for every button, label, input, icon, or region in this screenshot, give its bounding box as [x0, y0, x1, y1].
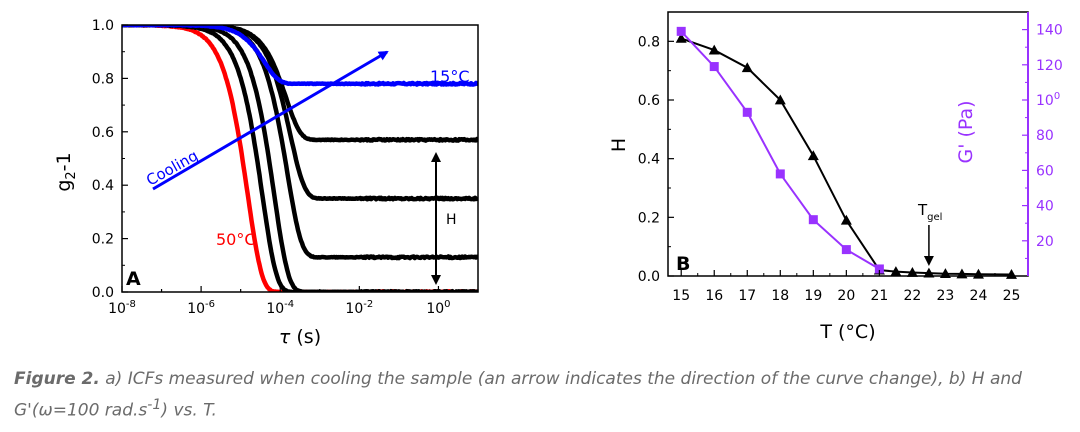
h-point	[840, 214, 852, 225]
b-xtick-label: 17	[738, 288, 756, 304]
a-ytick-label: 0.4	[92, 178, 114, 194]
b-ytick-right-label: 140	[1036, 23, 1063, 39]
b-ytick-right-label: 100	[1036, 91, 1060, 109]
b-ytick-label: 0.4	[638, 152, 660, 168]
h-point	[741, 62, 753, 73]
a-xtick-label: 10-6	[187, 299, 215, 317]
gprime-point	[841, 245, 851, 255]
b-xtick-label: 15	[672, 288, 690, 304]
label-15c: 15°C	[430, 67, 470, 86]
b-xtick-label: 19	[804, 288, 822, 304]
b-ytick-label: 0.0	[638, 269, 660, 285]
b-xtick-label: 18	[771, 288, 789, 304]
b-ytick-label: 0.8	[638, 34, 660, 50]
panel-a-ylabel: g2-1	[53, 152, 79, 191]
gprime-point	[775, 169, 785, 179]
figure: 0.0 0.2 0.4 0.6 0.8 1.0 10-8 10-6 10-4 10-2 100 Co…	[53, 11, 1063, 348]
b-xtick-label: 16	[705, 288, 723, 304]
cooling-label: Cooling	[143, 147, 201, 190]
h-point	[675, 32, 687, 43]
a-xtick-label: 10-4	[266, 299, 294, 317]
b-ytick-right-label: 40	[1036, 199, 1054, 215]
panel-b-letter: B	[676, 253, 690, 275]
h-point	[708, 44, 720, 55]
b-ytick-right-label: 80	[1036, 128, 1054, 144]
panel-b-series	[675, 26, 1017, 279]
h-label: H	[446, 212, 457, 228]
b-xtick-label: 25	[1003, 288, 1021, 304]
h-point	[923, 267, 935, 278]
gprime-point	[808, 215, 818, 225]
b-ytick-right-label: 120	[1036, 58, 1063, 74]
label-50c: 50°C	[216, 230, 256, 249]
b-xtick-label: 24	[970, 288, 988, 304]
caption-text-b1: G'(ω=100 rad.s	[14, 400, 148, 421]
b-ytick-label: 0.2	[638, 210, 660, 226]
gprime-point	[709, 62, 719, 72]
caption-text-b2: ) vs. T.	[161, 400, 217, 421]
caption-label: Figure 2.	[14, 369, 100, 389]
b-xtick-label: 20	[837, 288, 855, 304]
panel-b-ylabel-right: G' (Pa)	[955, 100, 977, 163]
tgel-label: Tgel	[917, 201, 942, 223]
panel-a-ticks: 0.0 0.2 0.4 0.6 0.8 1.0 10-8 10-6 10-4 10-2 100	[92, 18, 479, 317]
b-xtick-label: 22	[903, 288, 921, 304]
caption-text-b-sup: -1	[147, 397, 162, 413]
panel-b-xlabel: T (°C)	[819, 321, 875, 343]
curve-4	[122, 25, 478, 261]
a-xtick-label: 10-2	[345, 299, 373, 317]
a-ytick-label: 0.2	[92, 232, 114, 248]
h-point	[774, 94, 786, 105]
a-xtick-label: 100	[426, 299, 450, 317]
caption-text-a: a) ICFs measured when cooling the sample…	[99, 369, 1022, 389]
gprime-point	[676, 26, 686, 36]
b-ytick-right-label: 20	[1036, 234, 1054, 250]
a-ytick-label: 1.0	[92, 18, 114, 34]
curve-7	[122, 25, 478, 87]
a-ytick-label: 0.8	[92, 71, 114, 87]
panel-b-ticks: 15 16 17 18 19 20 21 22 23 24 25 0.0 0.2 0.4 0.6 0.8 20 4…	[638, 11, 1063, 304]
h-point	[807, 150, 819, 161]
panel-a-xlabel: τ (s)	[279, 326, 321, 348]
panel-a: 0.0 0.2 0.4 0.6 0.8 1.0 10-8 10-6 10-4 10-2 100 Co…	[53, 18, 479, 348]
a-ytick-label: 0.0	[92, 285, 114, 301]
h-point	[890, 266, 902, 276]
b-xtick-label: 21	[870, 288, 888, 304]
panel-b: 15 16 17 18 19 20 21 22 23 24 25 0.0 0.2 0.4 0.6 0.8 20 4…	[608, 11, 1063, 343]
b-ytick-label: 0.6	[638, 93, 660, 109]
gprime-point	[742, 107, 752, 117]
a-ytick-label: 0.6	[92, 125, 114, 141]
gprime-point	[874, 264, 884, 274]
a-xtick-label: 10-8	[108, 299, 136, 317]
cooling-arrow	[152, 50, 389, 191]
b-xtick-label: 23	[937, 288, 955, 304]
panel-a-letter: A	[126, 268, 141, 290]
panel-b-ylabel: H	[608, 138, 630, 152]
figure-caption: Figure 2. a) ICFs measured when cooling …	[14, 366, 1074, 424]
b-ytick-right-label: 60	[1036, 163, 1054, 179]
